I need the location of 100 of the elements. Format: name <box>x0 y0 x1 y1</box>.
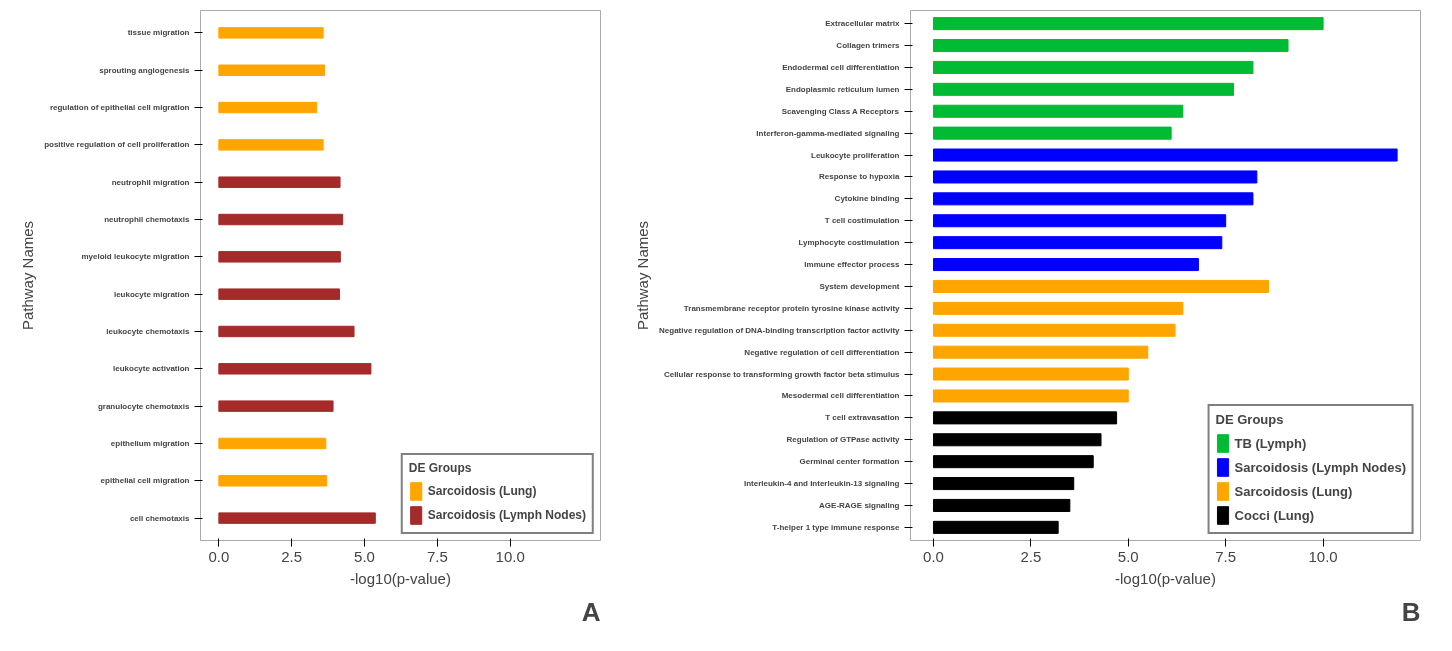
y-tick-label: Germinal center formation <box>799 457 900 467</box>
x-tick-label: 2.5 <box>1020 547 1042 565</box>
y-tick-label: AGE-RAGE signaling <box>819 500 900 510</box>
y-tick-label: sprouting angiogenesis <box>99 65 191 75</box>
bar <box>218 475 328 487</box>
bar <box>932 477 1075 491</box>
legend-label: Sarcoidosis (Lymph Nodes) <box>427 508 586 522</box>
legend-title: DE Groups <box>408 461 473 475</box>
bar <box>218 400 334 412</box>
bar <box>932 39 1289 53</box>
bar <box>218 512 376 524</box>
x-tick-label: 7.5 <box>1215 547 1237 565</box>
y-tick-label: Endodermal cell differentiation <box>782 62 900 72</box>
x-axis-title: -log10(p-value) <box>350 569 451 587</box>
y-tick-label: Lymphocyte costimulation <box>798 238 900 248</box>
y-tick-label: leukocyte activation <box>113 364 190 374</box>
bar <box>218 101 318 114</box>
y-tick-label: tissue migration <box>127 28 190 38</box>
y-tick-label: leukocyte migration <box>113 289 190 299</box>
legend-label: TB (Lymph) <box>1234 435 1307 451</box>
bar <box>932 345 1149 359</box>
y-tick-label: Interferon-gamma-mediated signaling <box>756 128 900 138</box>
y-tick-label: Regulation of GTPase activity <box>786 435 901 445</box>
y-tick-label: Negative regulation of DNA-binding transcription factor activity <box>659 325 901 335</box>
bar <box>932 148 1398 162</box>
bar <box>932 82 1234 96</box>
y-tick-label: Scavenging Class A Receptors <box>781 106 900 116</box>
bar <box>932 60 1254 74</box>
y-tick-label: T cell extravasation <box>825 413 900 423</box>
y-tick-label: Cellular response to transforming growth factor beta stimulus <box>663 369 901 379</box>
bar <box>932 389 1129 403</box>
legend-title: DE Groups <box>1215 412 1285 427</box>
y-tick-label: cell chemotaxis <box>129 513 191 523</box>
bar <box>932 520 1059 534</box>
bar <box>218 213 344 226</box>
bar <box>932 258 1199 272</box>
y-tick-label: Cytokine binding <box>834 194 900 204</box>
bar <box>932 323 1176 337</box>
bar <box>932 126 1172 140</box>
bar <box>932 170 1258 184</box>
bar <box>932 236 1223 250</box>
x-tick-label: 5.0 <box>354 547 375 565</box>
bar <box>218 176 341 188</box>
bar <box>218 251 341 263</box>
x-tick-label: 10.0 <box>495 547 525 565</box>
x-tick-label: 5.0 <box>1117 547 1139 565</box>
bar <box>218 64 326 76</box>
y-tick-label: System development <box>819 281 900 291</box>
bar <box>218 139 324 151</box>
y-tick-label: epithelial cell migration <box>100 476 190 486</box>
y-tick-label: epithelium migration <box>110 438 190 448</box>
bar <box>218 437 327 450</box>
legend-label: Sarcoidosis (Lung) <box>427 484 537 498</box>
y-tick-label: neutrophil migration <box>111 177 190 187</box>
x-tick-label: 2.5 <box>281 547 303 565</box>
y-tick-label: Negative regulation of cell differentiation <box>744 347 900 357</box>
y-tick-label: Leukocyte proliferation <box>811 150 900 160</box>
y-tick-label: leukocyte chemotaxis <box>106 326 191 336</box>
bar <box>932 214 1227 228</box>
y-tick-label: T cell costimulation <box>824 216 900 226</box>
x-axis-title: -log10(p-value) <box>1115 569 1216 587</box>
legend-label: Sarcoidosis (Lymph Nodes) <box>1234 459 1406 475</box>
y-axis-title: Pathway Names <box>19 220 37 331</box>
bar <box>218 325 355 338</box>
bar <box>218 363 372 375</box>
bar <box>932 104 1184 118</box>
y-tick-label: Mesodermal cell differentiation <box>781 391 900 401</box>
y-axis-title: Pathway Names <box>634 220 652 331</box>
x-tick-label: 7.5 <box>426 547 448 565</box>
bar <box>932 455 1094 469</box>
y-tick-label: T-helper 1 type immune response <box>772 522 901 532</box>
y-tick-label: Endoplasmic reticulum lumen <box>785 84 900 94</box>
bar <box>932 411 1118 425</box>
bar <box>932 17 1324 31</box>
y-tick-label: Response to hypoxia <box>819 172 901 182</box>
y-tick-label: neutrophil chemotaxis <box>104 215 191 225</box>
y-tick-label: Transmembrane receptor protein tyrosine kinase activity <box>683 303 901 313</box>
bar <box>218 27 324 39</box>
bar <box>218 288 340 300</box>
y-tick-label: Collagen trimers <box>836 41 901 51</box>
legend-label: Cocci (Lung) <box>1234 507 1314 523</box>
y-tick-label: myeloid leukocyte migration <box>81 252 190 262</box>
text: B <box>1401 596 1421 627</box>
y-tick-label: Immune effector process <box>804 260 901 270</box>
bar <box>932 367 1129 381</box>
y-tick-label: Interleukin-4 and Interleukin-13 signaling <box>743 479 900 489</box>
y-tick-label: granulocyte chemotaxis <box>97 401 191 411</box>
bar <box>932 192 1254 206</box>
x-tick-label: 0.0 <box>923 547 944 565</box>
bar <box>932 301 1184 315</box>
y-tick-label: positive regulation of cell proliferation <box>44 140 190 150</box>
bar <box>932 279 1270 293</box>
y-tick-label: Extracellular matrix <box>825 19 901 29</box>
legend-label: Sarcoidosis (Lung) <box>1234 483 1353 499</box>
y-tick-label: regulation of epithelial cell migration <box>49 103 190 113</box>
x-tick-label: 10.0 <box>1308 547 1338 565</box>
bar <box>932 498 1071 512</box>
x-tick-label: 0.0 <box>208 547 230 565</box>
bar <box>932 433 1102 447</box>
text: A <box>581 596 601 627</box>
